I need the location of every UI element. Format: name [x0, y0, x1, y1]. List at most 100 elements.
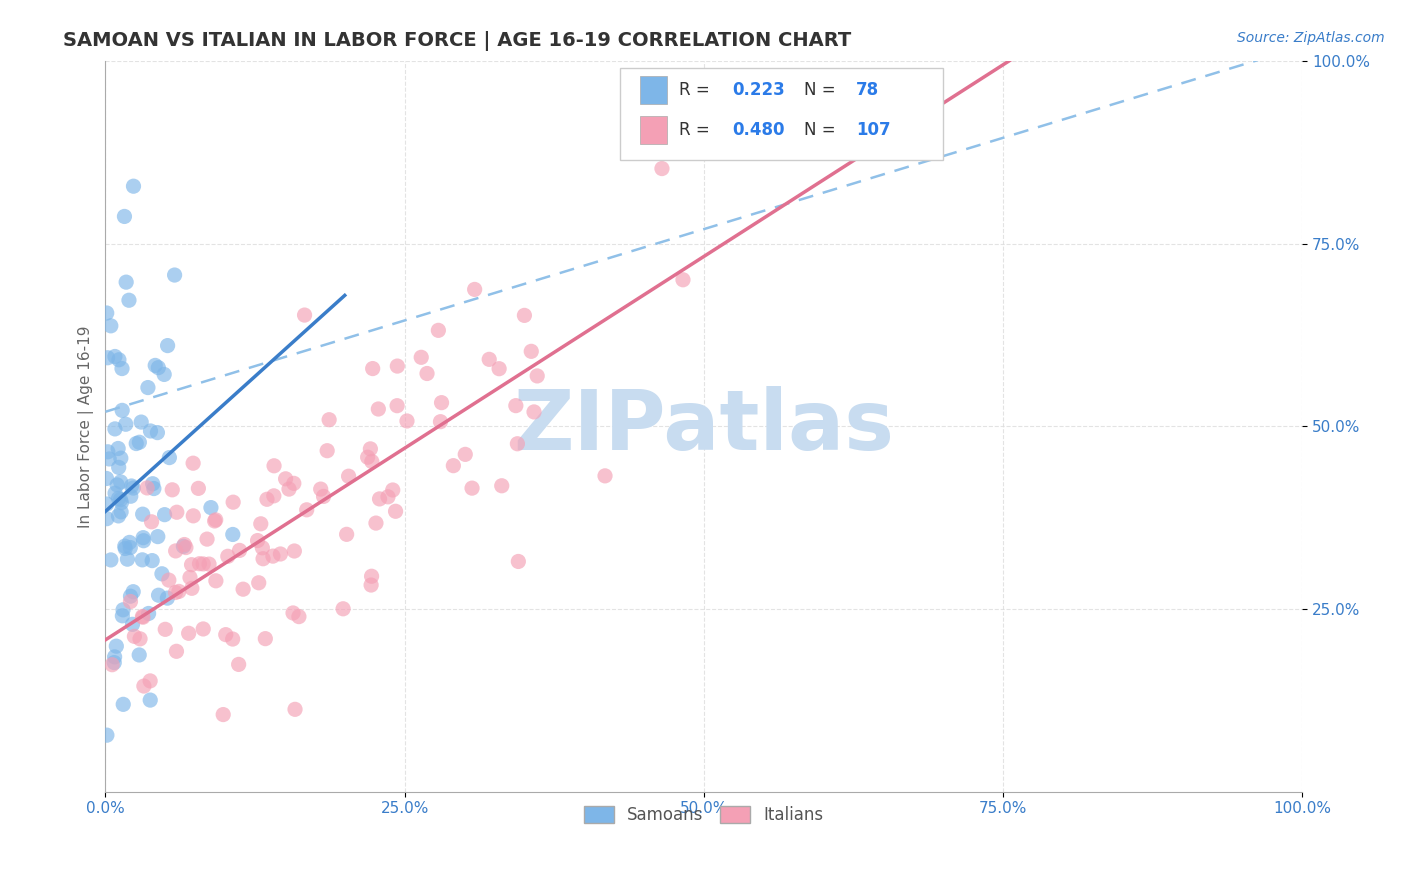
Point — [122, 481, 145, 495]
Point — [166, 644, 188, 658]
Point — [122, 584, 145, 599]
Point — [128, 648, 150, 662]
Point — [114, 210, 136, 224]
Point — [221, 632, 243, 646]
Point — [262, 549, 284, 563]
Text: ZIPatlas: ZIPatlas — [513, 386, 894, 467]
Point — [263, 458, 285, 473]
Point — [395, 414, 418, 428]
Point — [111, 403, 134, 417]
Point — [309, 482, 332, 496]
Point — [110, 496, 132, 510]
Point — [141, 515, 163, 529]
Point — [204, 514, 226, 528]
Point — [523, 405, 546, 419]
Point — [228, 543, 250, 558]
Point — [361, 361, 384, 376]
Point — [97, 351, 120, 365]
Text: SAMOAN VS ITALIAN IN LABOR FORCE | AGE 16-19 CORRELATION CHART: SAMOAN VS ITALIAN IN LABOR FORCE | AGE 1… — [63, 31, 852, 51]
Point — [332, 601, 354, 615]
Point — [174, 541, 197, 555]
Point — [139, 424, 162, 438]
Point — [132, 531, 155, 545]
Point — [111, 361, 134, 376]
Text: 78: 78 — [856, 81, 879, 99]
Point — [222, 495, 245, 509]
Point — [181, 508, 204, 523]
Point — [114, 539, 136, 553]
Text: N =: N = — [804, 81, 837, 99]
Point — [139, 673, 162, 688]
Point — [156, 338, 179, 352]
Point — [153, 508, 176, 522]
Point — [112, 698, 135, 712]
Point — [110, 505, 132, 519]
Point — [107, 442, 129, 456]
Point — [96, 471, 118, 485]
Text: 0.480: 0.480 — [733, 120, 785, 138]
Point — [429, 415, 451, 429]
Point — [167, 584, 190, 599]
Point — [478, 352, 501, 367]
Point — [377, 490, 399, 504]
Point — [173, 537, 195, 551]
Point — [115, 275, 138, 289]
Point — [110, 492, 132, 507]
FancyBboxPatch shape — [640, 116, 666, 144]
Point — [150, 566, 173, 581]
Point — [96, 511, 118, 525]
Point — [132, 679, 155, 693]
Point — [188, 557, 211, 571]
Point — [143, 359, 166, 373]
Point — [153, 368, 176, 382]
Point — [520, 344, 543, 359]
Point — [505, 399, 527, 413]
FancyBboxPatch shape — [640, 76, 666, 104]
Point — [114, 541, 136, 556]
Point — [356, 450, 378, 465]
Point — [141, 553, 163, 567]
Point — [274, 472, 297, 486]
Point — [294, 308, 316, 322]
Point — [193, 622, 215, 636]
Text: 107: 107 — [856, 120, 890, 138]
Point — [247, 575, 270, 590]
Point — [131, 507, 153, 521]
Point — [465, 39, 488, 54]
Point — [124, 629, 146, 643]
Point — [179, 570, 201, 584]
Point — [180, 582, 202, 596]
Point — [155, 623, 177, 637]
Point — [232, 582, 254, 597]
Point — [166, 505, 188, 519]
Point — [142, 482, 165, 496]
Point — [122, 179, 145, 194]
Point — [250, 39, 273, 54]
Point — [104, 486, 127, 500]
Point — [96, 497, 118, 511]
Point — [114, 417, 136, 432]
Point — [252, 541, 274, 555]
FancyBboxPatch shape — [620, 69, 943, 160]
Point — [146, 425, 169, 440]
Point — [651, 161, 673, 176]
Point — [103, 656, 125, 670]
Point — [217, 549, 239, 564]
Point — [256, 492, 278, 507]
Point — [254, 632, 277, 646]
Point — [1195, 39, 1218, 54]
Point — [284, 702, 307, 716]
Point — [464, 282, 486, 296]
Point — [488, 361, 510, 376]
Point — [146, 530, 169, 544]
Text: R =: R = — [679, 120, 710, 138]
Point — [228, 657, 250, 672]
Point — [107, 508, 129, 523]
Point — [200, 500, 222, 515]
Point — [96, 306, 118, 320]
Point — [105, 639, 128, 653]
Point — [120, 594, 142, 608]
Point — [360, 569, 382, 583]
Point — [283, 544, 305, 558]
Text: N =: N = — [804, 120, 837, 138]
